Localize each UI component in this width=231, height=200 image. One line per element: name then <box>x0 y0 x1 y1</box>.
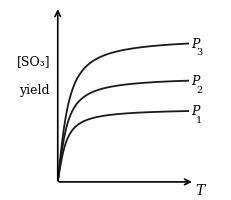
Text: 1: 1 <box>196 115 202 124</box>
Text: yield: yield <box>19 83 49 96</box>
Text: P: P <box>191 105 199 118</box>
Text: 2: 2 <box>196 85 202 94</box>
Text: [SO₃]: [SO₃] <box>17 55 51 68</box>
Text: P: P <box>191 75 199 88</box>
Text: T: T <box>195 183 205 197</box>
Text: 3: 3 <box>196 48 202 57</box>
Text: P: P <box>191 38 199 51</box>
